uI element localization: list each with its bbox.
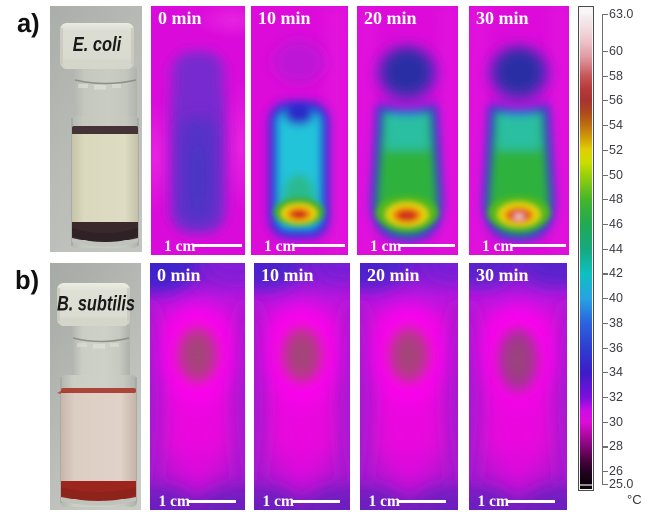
svg-text:B. subtilis: B. subtilis <box>57 292 135 316</box>
svg-text:E. coli: E. coli <box>73 34 122 56</box>
